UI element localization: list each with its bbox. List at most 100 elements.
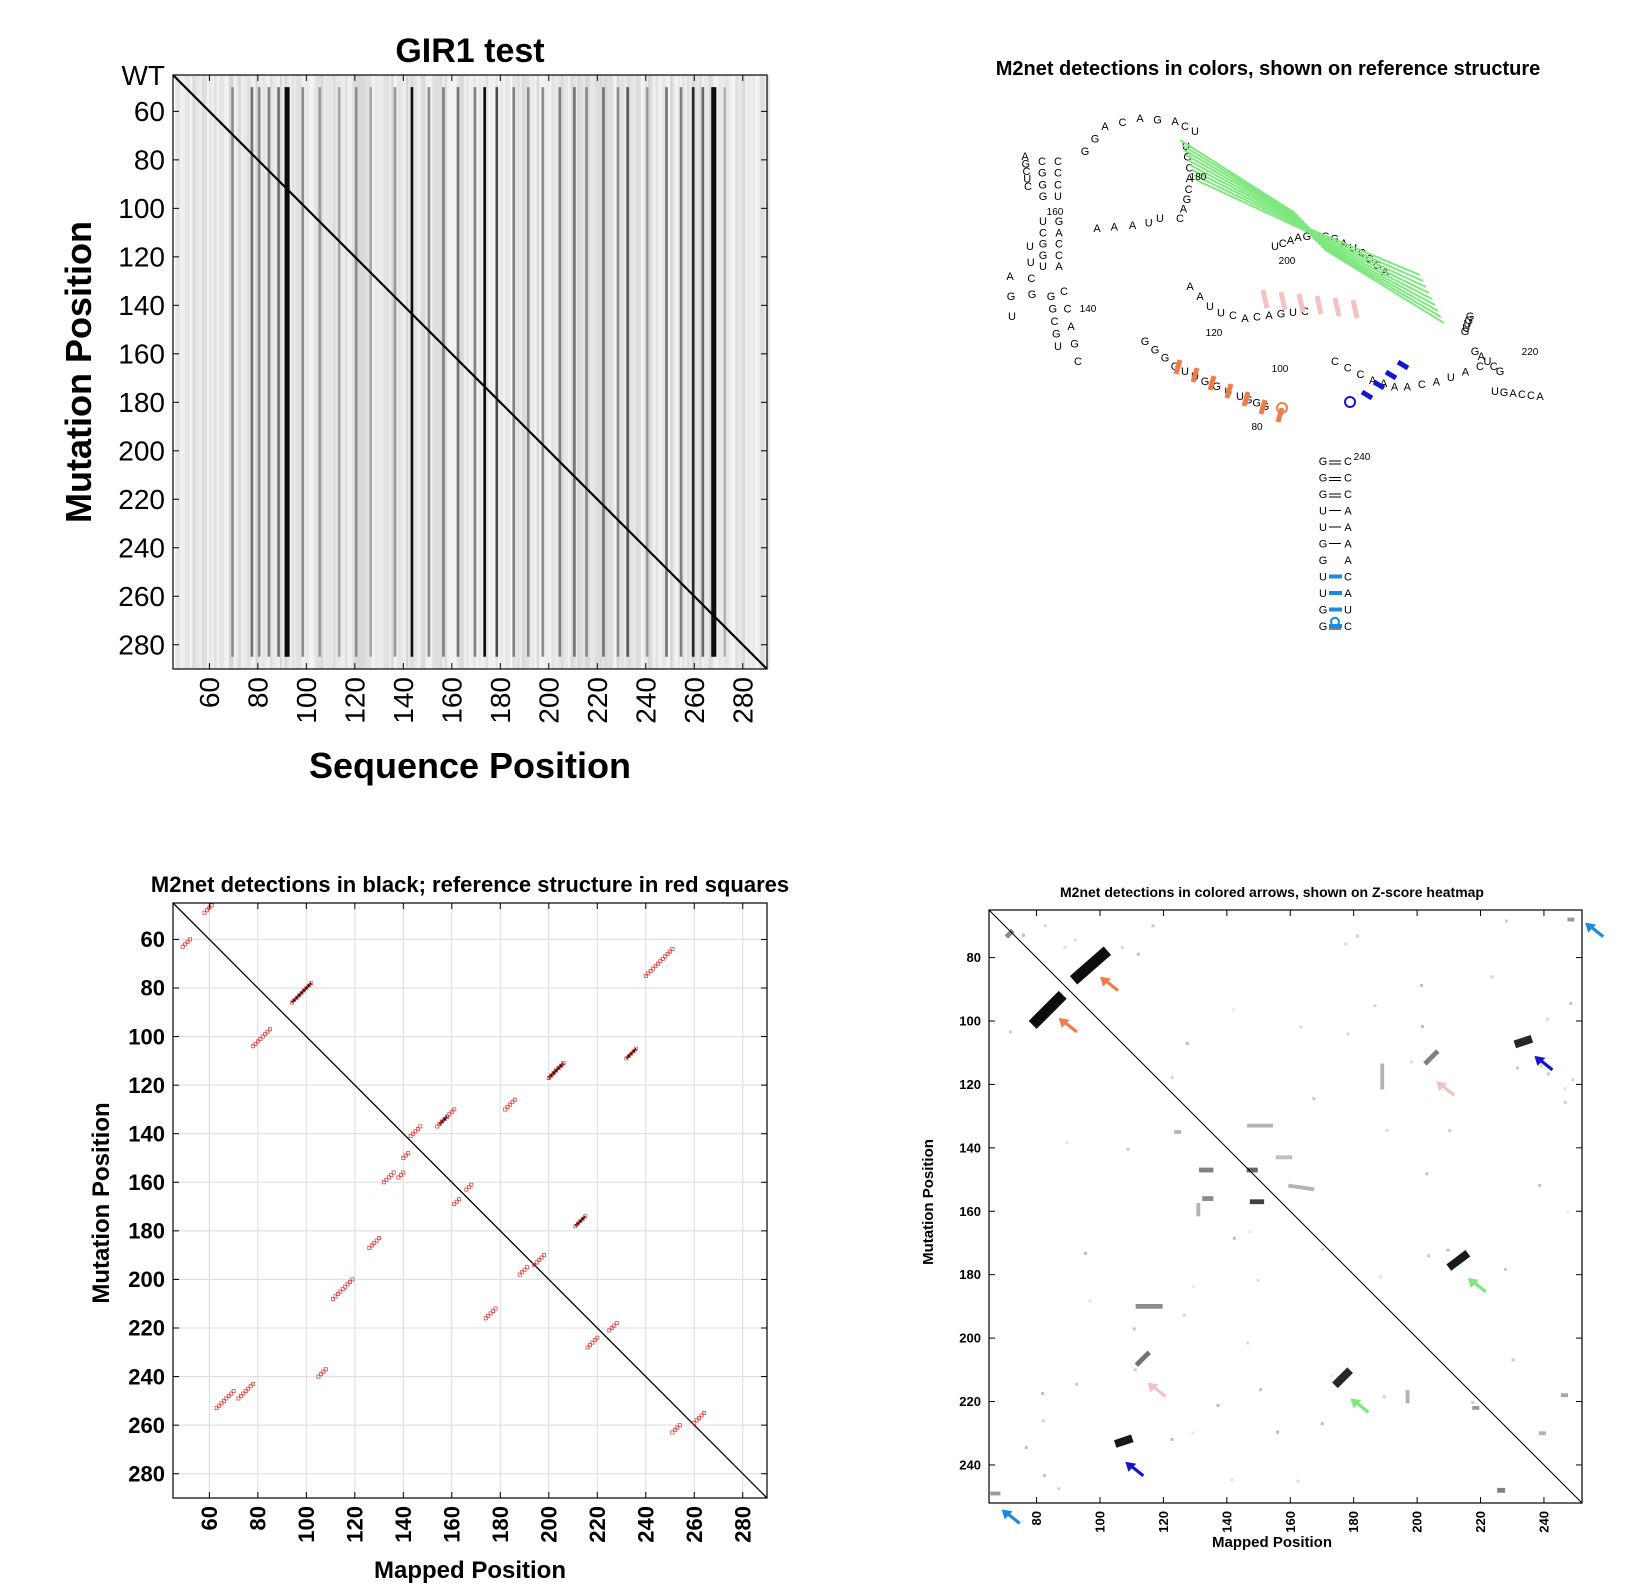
x-tick-label: 200 [536,1506,561,1543]
arrow-head [1058,1017,1070,1028]
zscore-speckle [1133,1368,1137,1372]
heatmap-column [325,75,329,669]
y-tick-label: 80 [134,145,165,176]
heatmap-column [403,75,407,669]
heatmap-column [752,75,756,669]
nucleotide: U [1191,126,1199,138]
green-pair-line [1299,224,1421,276]
heatmap-column [202,75,205,669]
nucleotide: C [1344,363,1352,375]
heatmap-column [757,75,761,669]
zscore-speckle [1545,1017,1549,1021]
heatmap-column [686,75,690,669]
reference-square [653,964,658,969]
detection-arrow [1467,1277,1487,1294]
zscore-speckle [1379,1275,1383,1279]
zscore-speckle [1043,1474,1047,1478]
detection-arrow [1585,922,1605,938]
strong-column [541,87,545,657]
y-tick-label: 220 [118,484,165,515]
nucleotide: G [1151,344,1160,356]
heatmap-column [342,75,346,669]
detection-mark [547,1062,565,1079]
zscore-blob [1004,928,1015,939]
reference-square [677,1423,682,1428]
pink-pair [1260,289,1270,309]
heatmap-column [444,75,448,669]
heatmap-column [316,75,319,669]
detection-reference-square [634,1046,638,1051]
nucleotide: G [1021,159,1030,171]
nucleotide: G [1047,291,1056,303]
heatmap-column [754,75,758,669]
heatmap-column [466,75,470,669]
blue-pairs [1344,359,1410,408]
green-pair-line [1314,239,1436,306]
reference-square [525,1265,529,1270]
nucleotide: A [1536,391,1544,403]
nucleotide: A [1344,522,1352,534]
x-tick-label: 140 [1219,1511,1234,1533]
y-tick-label: 140 [118,290,165,321]
strong-column [585,87,588,657]
y-tick-label: 180 [128,1219,165,1244]
heatmap-column [493,75,496,669]
nucleotide: A [1129,220,1137,232]
heatmap-column [672,75,676,669]
reference-square [466,1185,471,1190]
nucleotide: G [1319,605,1328,617]
heatmap-column [636,75,639,669]
nucleotide: G [1212,381,1221,393]
heatmap-column [762,75,765,669]
strong-column [231,87,234,657]
reference-square [221,1398,226,1403]
nucleotide: C [1023,166,1031,178]
heatmap-column [180,75,183,669]
x-tick-label: 220 [582,677,613,724]
reference-square [694,1418,699,1423]
y-tick-label: 60 [134,96,165,127]
y-tick-label: 100 [128,1024,165,1049]
heatmap-column [349,75,353,669]
heatmap-column [323,75,327,669]
heatmap-column [485,75,489,669]
nucleotide: A [1509,388,1517,400]
panel4-title: M2net detections in colored arrows, show… [1060,884,1484,900]
heatmap-column [294,75,297,669]
detection-reference-square [549,1073,554,1078]
heatmap-column [306,75,310,669]
nucleotide: C [1185,184,1193,196]
heatmap-column [255,75,259,669]
zscore-speckle [1075,1382,1079,1386]
nucleotide: G [1496,366,1505,378]
heatmap-column [366,75,370,669]
plot-frame [172,902,768,1499]
heatmap-column [577,75,581,669]
heatmap-column [328,75,331,669]
strong-column [665,87,668,657]
heatmap-column [597,75,601,669]
zscore-speckle [1504,919,1508,923]
y-tick-label: 260 [118,581,165,612]
nucleotide: C [1064,304,1072,316]
strong-column [250,87,254,657]
heatmap-column [291,75,295,669]
nucleotide: A [1136,113,1144,125]
reference-square [660,956,665,961]
x-tick-label: 220 [585,1506,610,1543]
heatmap-column [282,75,285,669]
nucleotide: C [1344,621,1352,633]
heatmap-column [362,75,365,669]
heatmap-column [592,75,596,669]
y-tick-label: 220 [959,1394,981,1409]
detection-reference-square [631,1049,636,1054]
zscore-speckle [1320,1422,1324,1426]
heatmap-column [742,75,746,669]
heatmap-column [463,75,467,669]
heatmap-column [197,75,200,669]
nucleotide: G [1153,115,1162,127]
zscore-speckle [1503,1267,1507,1271]
heatmap-column [471,75,474,669]
